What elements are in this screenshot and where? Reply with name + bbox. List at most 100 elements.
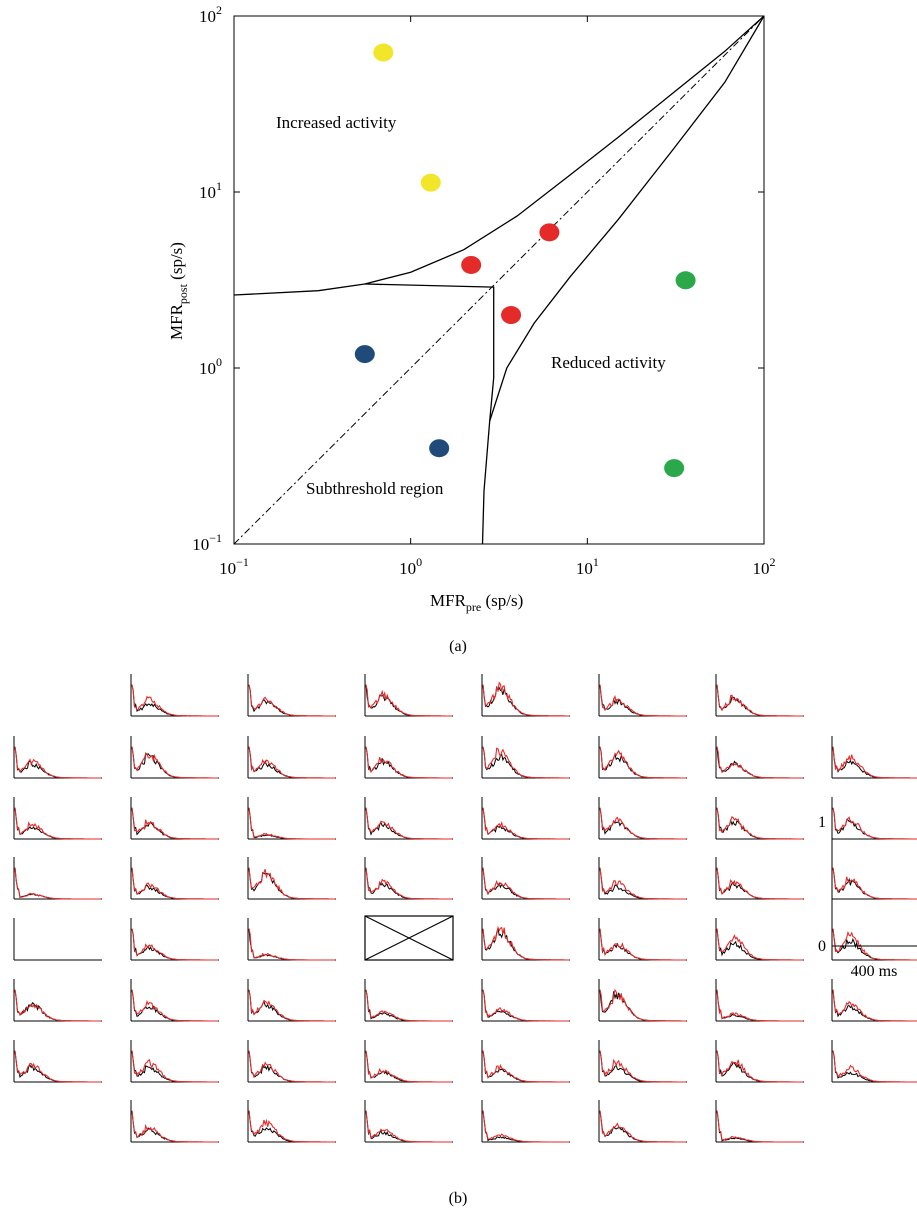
psth-cell	[598, 1100, 687, 1143]
psth-line-red	[599, 988, 686, 1022]
y-tick-label: 10−1	[192, 531, 222, 554]
psth-line-red	[131, 1110, 218, 1143]
psth-cell	[598, 979, 687, 1022]
psth-line-red	[482, 807, 569, 840]
psth-cell	[247, 797, 336, 840]
psth-line-red	[716, 989, 803, 1022]
psth-cell	[715, 857, 804, 900]
psth-line-red	[832, 867, 917, 900]
psth-cell	[364, 736, 453, 779]
psth-line-red	[131, 928, 218, 961]
psth-line-black	[482, 1050, 569, 1083]
psth-line-black	[365, 1050, 452, 1083]
point-increased	[373, 43, 394, 62]
y-axis-label: MFRpost (sp/s)	[167, 242, 190, 340]
y-tick-label: 102	[199, 3, 222, 26]
psth-grid-panel: 1 0 400 ms (b)	[13, 674, 917, 1207]
psth-cell	[481, 1100, 570, 1143]
psth-cell	[13, 736, 102, 779]
missing-cross-line	[364, 915, 454, 961]
psth-cell	[831, 857, 917, 900]
data-points	[354, 43, 696, 478]
psth-cell	[364, 1040, 453, 1083]
psth-line-red	[832, 746, 917, 779]
psth-cell	[247, 1040, 336, 1083]
psth-line-red	[716, 928, 803, 961]
psth-line-red	[14, 867, 101, 900]
psth-line-black	[716, 1110, 803, 1143]
psth-line-black	[832, 928, 917, 961]
psth-cell	[364, 979, 453, 1022]
psth-cell	[247, 674, 336, 717]
subthreshold-boundary	[364, 283, 495, 422]
psth-line-black	[14, 989, 101, 1022]
psth-line-red	[131, 1050, 218, 1083]
psth-cell	[13, 979, 102, 1022]
psth-cell	[481, 674, 570, 717]
psth-line-red	[599, 1110, 686, 1143]
psth-line-red	[365, 807, 452, 840]
psth-line-black	[832, 1050, 917, 1083]
psth-cell	[130, 979, 219, 1022]
psth-line-red	[599, 684, 686, 717]
psth-line-black	[131, 746, 218, 779]
psth-cell	[13, 797, 102, 840]
psth-cell	[715, 918, 804, 961]
psth-line-red	[248, 1050, 335, 1083]
psth-line-black	[131, 928, 218, 961]
psth-cell	[130, 674, 219, 717]
psth-line-black	[365, 867, 452, 900]
psth-line-red	[599, 807, 686, 840]
psth-line-red	[482, 681, 569, 717]
scale-label-time: 400 ms	[851, 963, 898, 980]
psth-line-red	[248, 1110, 335, 1143]
region-label-reduced: Reduced activity	[551, 353, 666, 372]
psth-cell	[715, 797, 804, 840]
psth-line-black	[248, 684, 335, 717]
psth-line-red	[131, 746, 218, 779]
psth-line-black	[131, 989, 218, 1022]
psth-cell	[13, 918, 102, 961]
psth-line-red	[832, 1050, 917, 1083]
y-tick-label: 101	[199, 179, 222, 202]
psth-line-red	[832, 928, 917, 961]
psth-cell	[831, 736, 917, 779]
psth-line-black	[599, 928, 686, 961]
psth-cell	[364, 857, 453, 900]
psth-line-red	[599, 867, 686, 900]
psth-cell	[364, 915, 454, 961]
y-axis-ticks: 10−1 100 101 102	[192, 3, 764, 554]
psth-line-red	[716, 1050, 803, 1083]
psth-line-black	[482, 1110, 569, 1143]
y-tick-label: 100	[199, 355, 222, 378]
x-axis-label: MFRpre (sp/s)	[430, 591, 523, 614]
psth-cell	[715, 1040, 804, 1083]
psth-line-red	[482, 1110, 569, 1143]
psth-line-red	[14, 989, 101, 1022]
psth-cell	[247, 979, 336, 1022]
psth-line-red	[248, 867, 335, 900]
x-axis-ticks: 10−1 100 101 102	[219, 16, 776, 578]
psth-line-black	[131, 1110, 218, 1143]
psth-line-red	[365, 989, 452, 1022]
region-boundaries	[233, 15, 765, 545]
psth-cell	[598, 797, 687, 840]
psth-cell	[481, 979, 570, 1022]
psth-cell	[598, 918, 687, 961]
psth-line-red	[131, 989, 218, 1022]
psth-line-red	[131, 684, 218, 717]
psth-line-red	[599, 1050, 686, 1083]
psth-line-red	[482, 989, 569, 1022]
psth-cell	[481, 736, 570, 779]
psth-cell	[598, 1040, 687, 1083]
psth-cell	[13, 857, 102, 900]
psth-cell	[831, 1040, 917, 1083]
psth-line-red	[248, 746, 335, 779]
psth-line-black	[716, 928, 803, 961]
psth-line-black	[482, 928, 569, 961]
psth-line-red	[365, 684, 452, 717]
psth-line-black	[14, 867, 101, 900]
psth-line-red	[599, 928, 686, 961]
point-unchanged	[461, 255, 482, 274]
